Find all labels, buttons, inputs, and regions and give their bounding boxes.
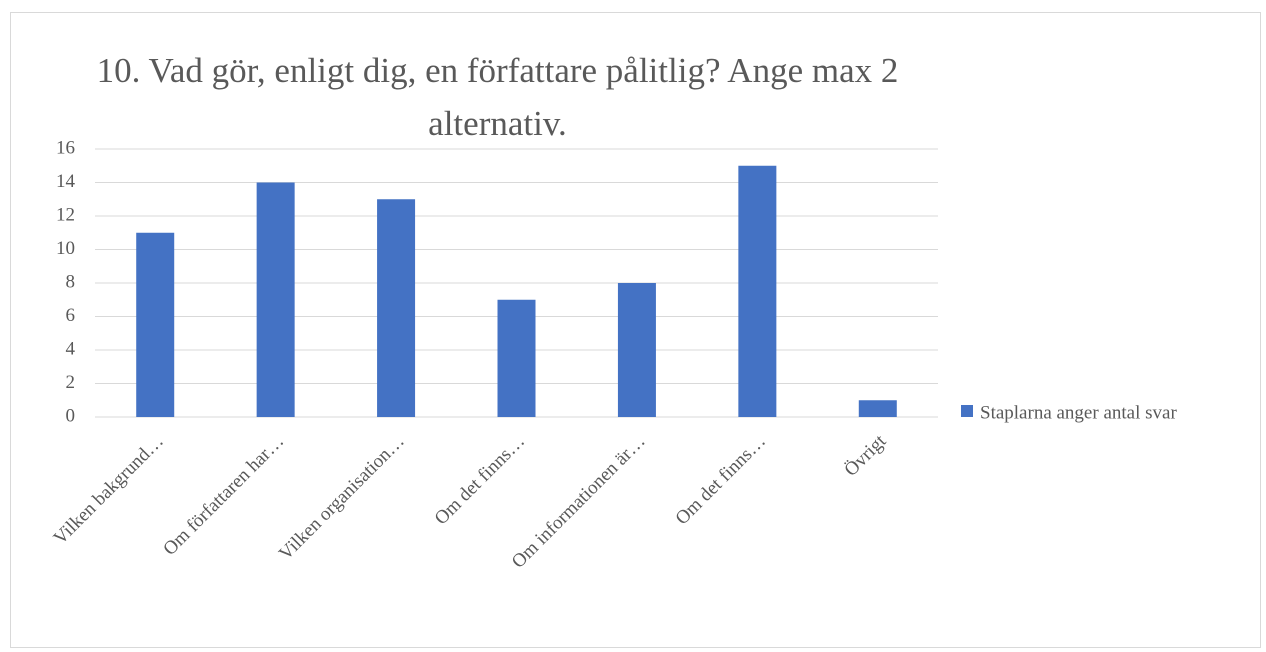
y-tick-label: 8 [66,271,76,292]
y-tick-label: 4 [66,338,76,359]
x-tick-label: Övrigt [840,430,890,480]
y-tick-label: 6 [66,305,76,326]
y-tick-label: 2 [66,372,76,393]
x-tick-label: Om informationen är… [508,431,650,573]
x-tick-label: Vilken organisation… [275,431,409,565]
chart-title: 10. Vad gör, enligt dig, en författare p… [96,51,899,143]
x-tick-label: Om det finns… [431,431,529,529]
bar [377,199,416,417]
bar [738,165,777,417]
x-tick-label: Vilken bakgrund… [50,431,168,549]
y-tick-label: 14 [56,171,76,192]
bar [136,232,175,417]
y-tick-label: 12 [56,204,75,225]
bar [617,283,656,417]
y-tick-label: 10 [56,238,75,259]
legend-swatch [961,405,973,417]
bar [256,182,295,417]
y-tick-label: 0 [66,405,76,426]
x-tick-label: Om författaren har… [159,431,288,560]
x-tick-label: Om det finns… [672,431,770,529]
chart-border [10,12,1261,648]
bar [858,400,897,417]
y-tick-label: 16 [56,137,75,158]
bar [497,299,536,417]
legend-label: Staplarna anger antal svar [980,402,1177,423]
